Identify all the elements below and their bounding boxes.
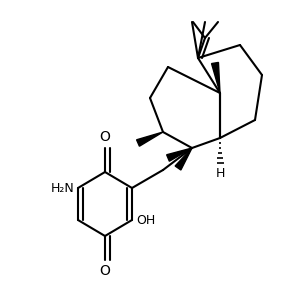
- Text: O: O: [99, 130, 110, 144]
- Text: O: O: [99, 264, 110, 278]
- Text: OH: OH: [136, 213, 155, 226]
- Text: H₂N: H₂N: [50, 181, 74, 195]
- Polygon shape: [137, 132, 163, 146]
- Polygon shape: [167, 148, 192, 161]
- Text: H: H: [215, 167, 225, 180]
- Polygon shape: [211, 62, 220, 93]
- Polygon shape: [175, 148, 192, 170]
